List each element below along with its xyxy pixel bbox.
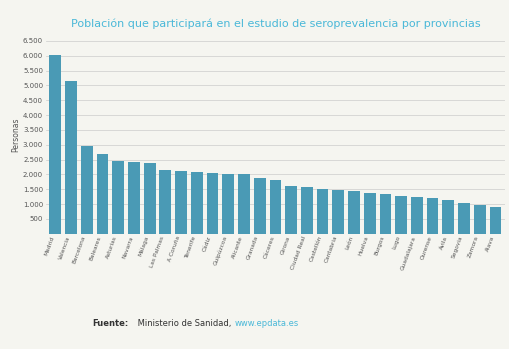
Bar (363, 193, 375, 234)
Bar (473, 205, 485, 234)
Bar (394, 196, 406, 234)
Bar (426, 198, 438, 234)
Title: Población que participará en el estudio de seroprevalencia por provincias: Población que participará en el estudio … (70, 18, 479, 29)
Bar (489, 207, 500, 234)
Y-axis label: Personas: Personas (11, 117, 20, 151)
Bar (96, 154, 108, 234)
Bar (175, 171, 187, 234)
Bar (269, 180, 281, 234)
Bar (65, 81, 77, 234)
Bar (457, 203, 469, 234)
Bar (379, 194, 390, 234)
Bar (49, 55, 61, 234)
Bar (112, 161, 124, 234)
Text: www.epdata.es: www.epdata.es (234, 319, 298, 328)
Bar (238, 174, 249, 234)
Bar (285, 186, 296, 234)
Bar (159, 170, 171, 234)
Bar (332, 191, 344, 234)
Text: Fuente:: Fuente: (92, 319, 128, 328)
Bar (190, 172, 202, 234)
Bar (441, 200, 454, 234)
Bar (300, 187, 312, 234)
Bar (316, 189, 328, 234)
Bar (253, 178, 265, 234)
Bar (144, 163, 155, 234)
Bar (222, 174, 234, 234)
Bar (348, 191, 359, 234)
Bar (81, 146, 93, 234)
Bar (206, 173, 218, 234)
Bar (128, 162, 139, 234)
Text: Ministerio de Sanidad,: Ministerio de Sanidad, (135, 319, 234, 328)
Bar (410, 197, 422, 234)
